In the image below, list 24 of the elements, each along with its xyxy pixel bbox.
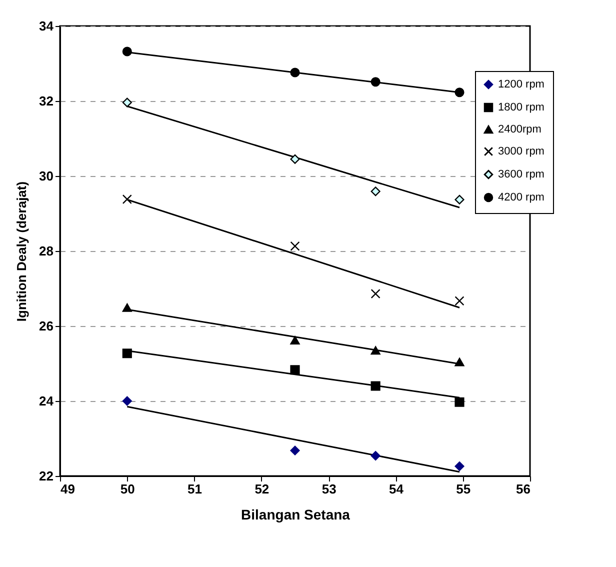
legend-label: 1800 rpm xyxy=(498,102,544,114)
x-tick-label: 50 xyxy=(120,482,135,496)
x-tick-label: 52 xyxy=(254,482,270,496)
legend-label: 2400rpm xyxy=(498,124,542,136)
y-tick-label: 28 xyxy=(39,244,54,258)
x-axis-title: Bilangan Setana xyxy=(241,506,350,522)
legend-label: 3000 rpm xyxy=(498,146,544,158)
legend-label: 3600 rpm xyxy=(498,168,544,180)
y-tick-label: 32 xyxy=(39,94,54,108)
x-tick-label: 55 xyxy=(456,482,471,496)
y-tick-label: 26 xyxy=(39,318,54,334)
legend-label: 1200 rpm xyxy=(498,78,544,90)
y-axis-title: Ignition Dealy (derajat) xyxy=(14,181,30,322)
line-series xyxy=(126,198,460,308)
x-tick-label: 54 xyxy=(388,482,404,496)
x-tick-label: 51 xyxy=(188,482,202,496)
x-tick-label: 49 xyxy=(60,482,75,496)
y-tick-label: 24 xyxy=(39,394,54,408)
y-tick-label: 30 xyxy=(39,168,54,184)
x-tick-label: 56 xyxy=(516,482,530,496)
y-tick-label: 22 xyxy=(39,468,54,484)
x-tick-label: 53 xyxy=(322,482,336,496)
legend-label: 4200 rpm xyxy=(498,192,544,204)
y-tick-label: 34 xyxy=(39,18,54,34)
